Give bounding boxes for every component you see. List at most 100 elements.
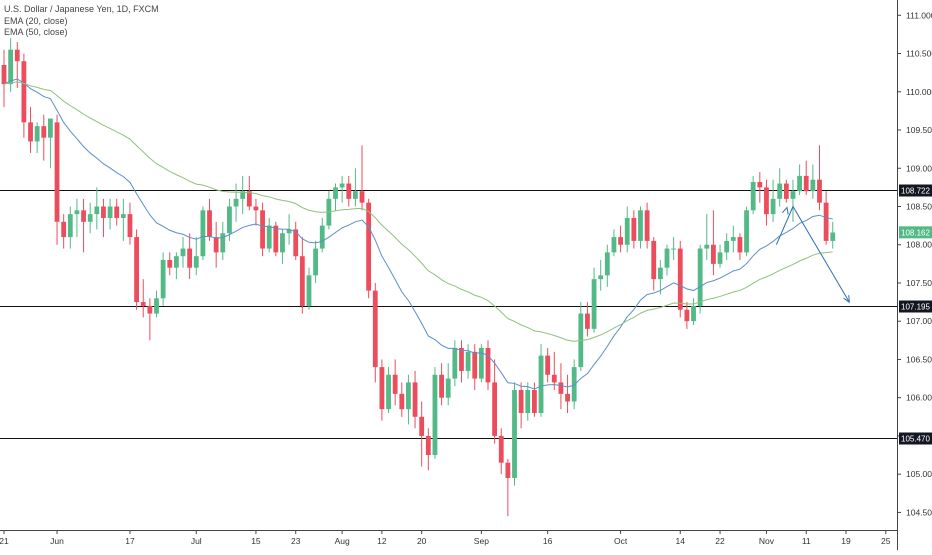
candle-up bbox=[604, 252, 610, 276]
candle-down bbox=[439, 374, 444, 398]
y-tick-label: 107.000 bbox=[906, 316, 932, 326]
y-tick-label: 105.000 bbox=[906, 469, 932, 479]
candle-down bbox=[392, 374, 398, 394]
y-tick-label: 109.500 bbox=[906, 125, 932, 135]
candle-up bbox=[280, 233, 285, 253]
candle-down bbox=[492, 382, 498, 436]
x-tick-label: 23 bbox=[291, 536, 301, 546]
candle-down bbox=[817, 179, 822, 203]
x-tick-label: 21 bbox=[0, 536, 9, 546]
level-label: 108.722 bbox=[901, 187, 930, 196]
x-tick-label: 17 bbox=[125, 536, 135, 546]
candle-down bbox=[565, 393, 570, 402]
x-tick-label: 11 bbox=[802, 536, 811, 546]
arrow-head-down bbox=[843, 295, 850, 304]
candle-down bbox=[61, 221, 67, 238]
candle-up bbox=[704, 244, 710, 249]
candle-up bbox=[352, 191, 358, 199]
candle-down bbox=[1, 65, 7, 85]
candle-up bbox=[432, 374, 438, 456]
candle-up bbox=[48, 118, 53, 138]
level-label-box bbox=[899, 432, 932, 445]
y-tick-label: 110.500 bbox=[906, 49, 932, 59]
chart-title: U.S. Dollar / Japanese Yen, 1D, FXCM bbox=[4, 4, 159, 14]
candle-down bbox=[425, 435, 431, 456]
candle-down bbox=[293, 229, 299, 257]
candle-down bbox=[472, 351, 478, 379]
candle-up bbox=[790, 191, 796, 199]
candle-down bbox=[260, 210, 265, 249]
ema-50-line bbox=[3, 81, 833, 342]
candle-up bbox=[525, 390, 531, 413]
x-tick-label: 20 bbox=[417, 536, 427, 546]
candle-up bbox=[750, 182, 756, 211]
candle-up bbox=[717, 252, 723, 264]
y-tick-label: 104.500 bbox=[906, 507, 932, 517]
candle-up bbox=[319, 225, 325, 249]
x-tick-label: 22 bbox=[715, 536, 725, 546]
candle-down bbox=[684, 309, 690, 322]
candle-down bbox=[101, 206, 106, 218]
candle-up bbox=[512, 390, 517, 478]
candle-up bbox=[120, 214, 126, 218]
candle-down bbox=[187, 248, 193, 268]
candle-up bbox=[810, 179, 816, 192]
candle-down bbox=[651, 240, 657, 280]
candle-up bbox=[624, 217, 630, 245]
candle-up bbox=[406, 382, 411, 410]
x-tick-label: Jun bbox=[50, 536, 64, 546]
candle-up bbox=[697, 248, 703, 306]
last-price-box bbox=[899, 226, 932, 239]
candle-up bbox=[67, 214, 73, 238]
projection-arrow-path[interactable] bbox=[775, 205, 850, 303]
x-tick-label: 15 bbox=[251, 536, 261, 546]
candle-up bbox=[313, 248, 319, 276]
candle-up bbox=[220, 233, 226, 253]
candle-down bbox=[485, 347, 491, 383]
candle-down bbox=[419, 416, 425, 436]
candle-up bbox=[465, 351, 471, 371]
candle-up bbox=[154, 298, 159, 314]
x-tick-label: 14 bbox=[676, 536, 686, 546]
candle-up bbox=[94, 206, 100, 215]
candle-down bbox=[764, 187, 769, 215]
candle-down bbox=[41, 126, 47, 138]
candle-down bbox=[551, 374, 557, 383]
candle-down bbox=[412, 382, 418, 417]
candle-down bbox=[54, 122, 60, 222]
candle-down bbox=[346, 183, 352, 199]
candle-up bbox=[657, 267, 663, 280]
candle-down bbox=[273, 225, 279, 253]
y-tick-label: 107.500 bbox=[906, 278, 932, 288]
candle-down bbox=[585, 313, 590, 329]
candle-down bbox=[545, 355, 551, 375]
y-tick-label: 109.000 bbox=[906, 163, 932, 173]
candle-down bbox=[631, 217, 637, 241]
candle-down bbox=[518, 390, 524, 413]
candle-up bbox=[770, 198, 776, 215]
candle-up bbox=[107, 206, 113, 218]
candle-down bbox=[28, 122, 33, 142]
level-label: 105.470 bbox=[901, 435, 930, 444]
candle-up bbox=[180, 248, 186, 257]
y-tick-label: 110.000 bbox=[906, 87, 932, 97]
candle-up bbox=[478, 347, 484, 379]
candle-down bbox=[253, 206, 259, 211]
candle-up bbox=[339, 183, 345, 188]
candle-up bbox=[830, 232, 836, 241]
candle-down bbox=[823, 202, 829, 241]
candle-down bbox=[114, 206, 120, 218]
x-tick-label: 12 bbox=[377, 536, 387, 546]
candle-down bbox=[127, 214, 133, 238]
x-tick-label: Sep bbox=[474, 536, 489, 546]
candle-up bbox=[74, 210, 80, 215]
candle-up bbox=[200, 210, 206, 257]
candle-down bbox=[21, 61, 27, 123]
candle-down bbox=[558, 382, 564, 394]
candle-down bbox=[505, 462, 511, 478]
candle-down bbox=[677, 248, 683, 310]
candle-up bbox=[671, 248, 677, 250]
candle-down bbox=[757, 182, 763, 188]
